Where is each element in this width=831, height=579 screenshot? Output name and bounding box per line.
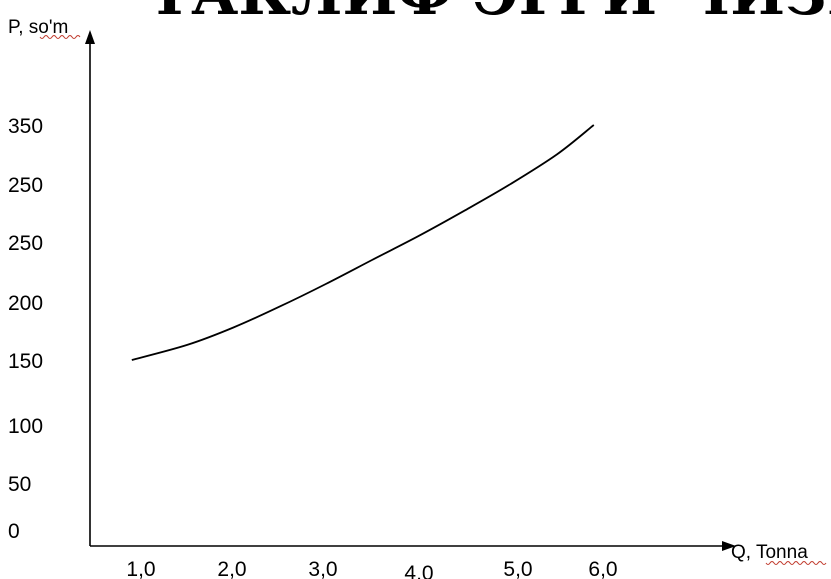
y-tick-labels: 0 50 100 150 200 250 250 350 <box>8 115 43 543</box>
x-axis-label: Q, Tonna <box>731 542 808 563</box>
y-axis-label: P, so'm <box>8 17 68 38</box>
x-tick-label: 1,0 <box>126 558 155 579</box>
chart-title: ТАКЛИФ ЭГРИ ЧИЗИГИ <box>148 0 831 28</box>
y-tick-label: 50 <box>8 473 31 496</box>
x-tick-label: 3,0 <box>308 558 337 579</box>
y-tick-label: 350 <box>8 115 43 138</box>
y-axis-arrow <box>85 30 95 44</box>
y-tick-label: 250 <box>8 232 43 255</box>
y-tick-label: 250 <box>8 174 43 197</box>
y-tick-label: 200 <box>8 292 43 315</box>
x-label-spellcheck-underline <box>765 561 827 565</box>
x-tick-label: 5,0 <box>503 558 532 579</box>
y-tick-label: 0 <box>8 520 20 543</box>
y-tick-label: 100 <box>8 415 43 438</box>
x-tick-label: 6,0 <box>588 558 617 579</box>
x-tick-label: 4,0 <box>404 562 433 579</box>
series-group <box>131 124 595 361</box>
y-label-spellcheck-underline <box>39 35 81 39</box>
supply-curve-line <box>131 124 595 361</box>
y-tick-label: 150 <box>8 350 43 373</box>
x-tick-label: 2,0 <box>217 558 246 579</box>
x-axis-arrow <box>722 541 736 551</box>
x-tick-labels: 1,0 2,0 3,0 4,0 5,0 6,0 <box>126 558 617 579</box>
